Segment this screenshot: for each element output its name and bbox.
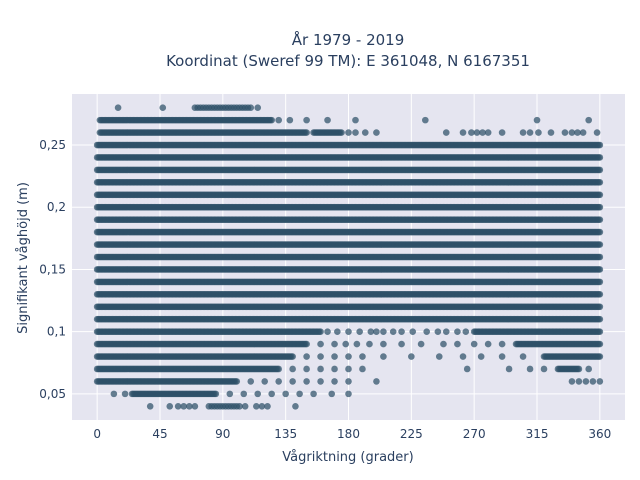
data-point [345, 129, 352, 136]
data-point [547, 129, 555, 136]
data-point [484, 129, 492, 136]
data-point [479, 129, 486, 136]
data-point [596, 216, 604, 223]
data-point [442, 129, 450, 136]
data-point [338, 129, 345, 136]
data-points [93, 104, 604, 410]
data-point [275, 116, 282, 124]
data-point [596, 154, 604, 161]
data-point [574, 129, 581, 136]
data-point [286, 116, 294, 124]
data-point [459, 129, 467, 136]
data-point [114, 104, 122, 111]
data-point [526, 129, 534, 136]
data-point [596, 141, 604, 149]
data-point [352, 116, 359, 124]
data-point [535, 129, 542, 136]
data-point [596, 278, 604, 286]
data-point [473, 129, 481, 136]
data-point [303, 116, 310, 124]
data-point [361, 129, 369, 136]
data-point [247, 104, 255, 111]
data-point [596, 179, 604, 186]
data-point [596, 253, 604, 261]
data-point [422, 116, 429, 124]
data-point [254, 104, 262, 111]
data-point [596, 241, 604, 248]
data-point [593, 129, 601, 136]
data-point [468, 129, 475, 136]
data-point [561, 129, 569, 136]
data-point [533, 116, 541, 124]
data-point [596, 191, 604, 199]
data-point [579, 129, 587, 136]
data-point [498, 129, 506, 136]
data-point [596, 266, 604, 273]
data-point [303, 129, 310, 136]
data-point [324, 116, 331, 124]
data-point [159, 104, 167, 111]
data-point [585, 116, 592, 124]
data-point [596, 166, 604, 174]
data-point [373, 129, 380, 136]
data-point [352, 129, 359, 136]
data-point [268, 116, 275, 124]
data-point [596, 203, 604, 211]
data-point [519, 129, 527, 136]
data-point [568, 129, 576, 136]
data-point [596, 228, 604, 236]
